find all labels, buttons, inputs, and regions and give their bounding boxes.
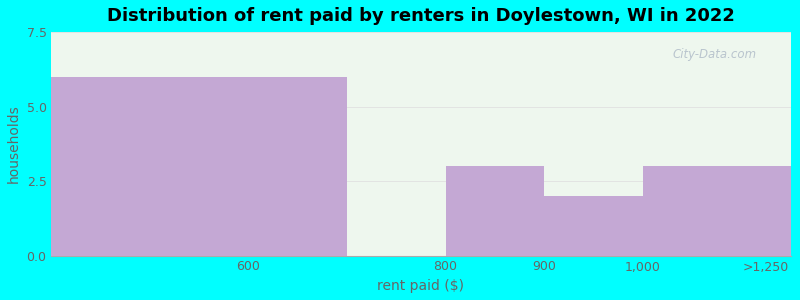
Bar bbox=[642, 166, 790, 256]
Y-axis label: households: households bbox=[7, 104, 21, 183]
Text: City-Data.com: City-Data.com bbox=[672, 48, 757, 61]
Bar bbox=[544, 196, 642, 256]
X-axis label: rent paid ($): rent paid ($) bbox=[378, 279, 465, 293]
Bar bbox=[51, 77, 347, 256]
Title: Distribution of rent paid by renters in Doylestown, WI in 2022: Distribution of rent paid by renters in … bbox=[107, 7, 735, 25]
Bar bbox=[446, 166, 544, 256]
